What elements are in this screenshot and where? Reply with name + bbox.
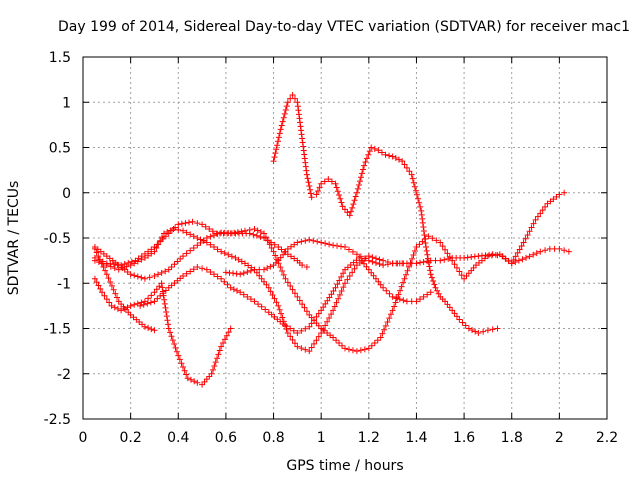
y-tick-label: -1 bbox=[57, 276, 71, 292]
axis-ticks bbox=[82, 56, 608, 420]
chart-title: Day 199 of 2014, Sidereal Day-to-day VTE… bbox=[58, 19, 630, 35]
x-tick-label: 2 bbox=[555, 430, 564, 446]
x-tick-label: 2.2 bbox=[596, 430, 618, 446]
series-arc8 bbox=[222, 245, 572, 355]
tick-labels: 0 0.2 0.4 0.6 0.8 1 1.2 1.4 1.6 1.8 2 2.2 -2.5 -2 -1.5… bbox=[44, 50, 618, 446]
series-arc6 bbox=[91, 229, 310, 282]
data-point-markers bbox=[91, 229, 310, 282]
x-tick-label: 1.4 bbox=[405, 430, 427, 446]
y-tick-label: -2.5 bbox=[44, 412, 71, 428]
x-tick-label: 0.4 bbox=[167, 430, 189, 446]
data-point-markers bbox=[91, 225, 406, 273]
y-tick-label: 0.5 bbox=[49, 141, 71, 157]
series-arc2 bbox=[91, 275, 234, 388]
data-point-markers bbox=[222, 245, 572, 355]
x-tick-label: 0 bbox=[79, 430, 88, 446]
x-tick-label: 0.8 bbox=[262, 430, 284, 446]
y-tick-label: -0.5 bbox=[44, 231, 71, 247]
y-tick-label: 1.5 bbox=[49, 50, 71, 66]
x-tick-label: 1.6 bbox=[453, 430, 475, 446]
data-point-markers bbox=[270, 92, 501, 337]
x-tick-label: 1.2 bbox=[358, 430, 380, 446]
grid bbox=[83, 57, 607, 419]
y-tick-label: -1.5 bbox=[44, 322, 71, 338]
x-tick-label: 0.2 bbox=[120, 430, 142, 446]
data-point-markers bbox=[91, 275, 234, 388]
x-tick-label: 1 bbox=[317, 430, 326, 446]
series-arc5 bbox=[91, 225, 406, 273]
data-point-markers bbox=[137, 254, 434, 337]
y-tick-label: -2 bbox=[57, 367, 71, 383]
x-tick-label: 1.8 bbox=[501, 430, 523, 446]
series-arc7 bbox=[137, 254, 434, 337]
data-point-markers bbox=[91, 189, 568, 355]
series-arc1 bbox=[270, 92, 501, 337]
y-tick-label: 1 bbox=[62, 95, 71, 111]
series-arc4 bbox=[91, 189, 568, 355]
y-tick-label: 0 bbox=[62, 186, 71, 202]
x-axis-label: GPS time / hours bbox=[286, 458, 403, 474]
plot-marks bbox=[91, 92, 572, 388]
x-tick-label: 0.6 bbox=[215, 430, 237, 446]
y-axis-label: SDTVAR / TECUs bbox=[6, 181, 22, 296]
